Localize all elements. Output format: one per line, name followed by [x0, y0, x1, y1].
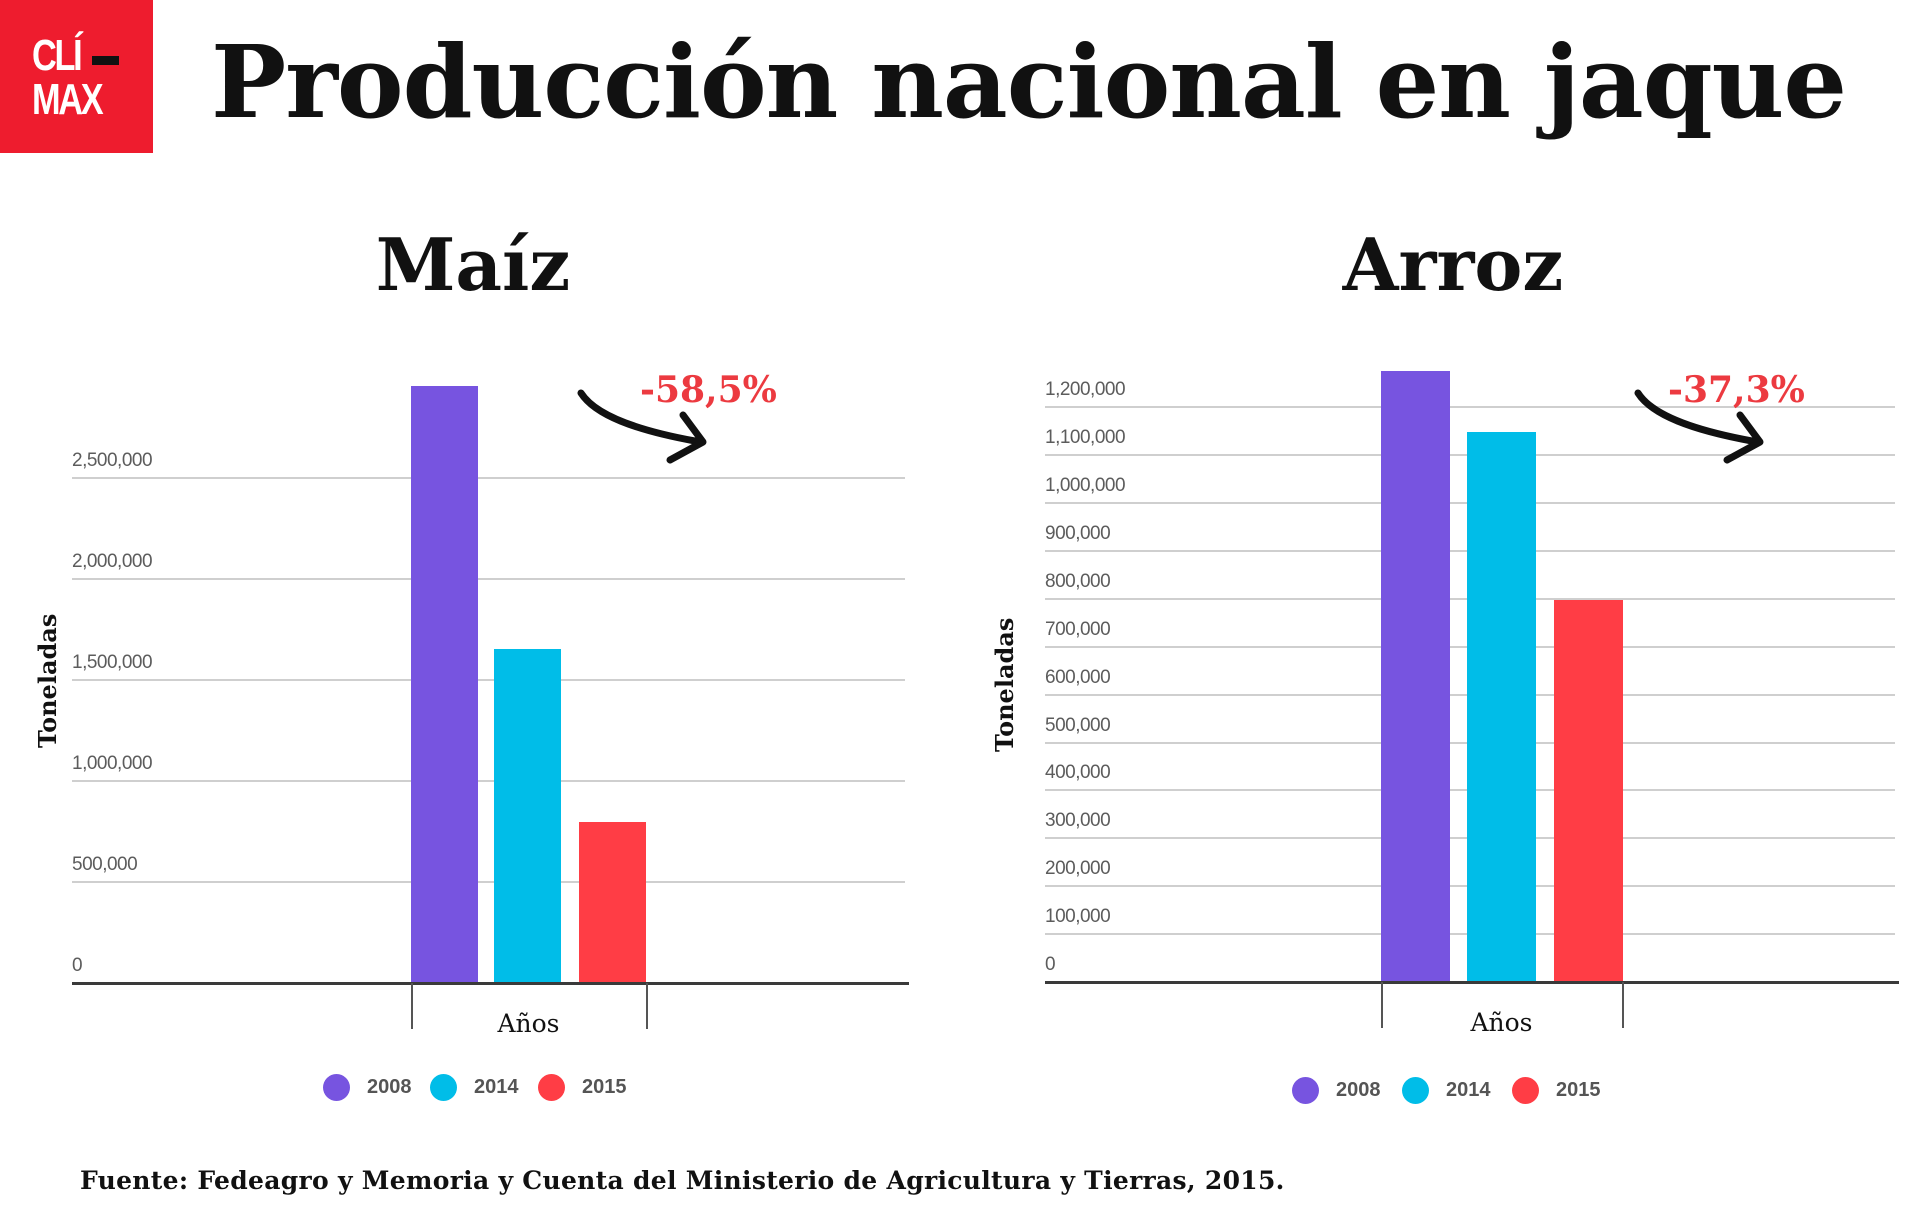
- y-tick-label: 200,000: [1045, 858, 1111, 880]
- bar-2014: [494, 648, 561, 983]
- arroz-down-arrow-icon: [1634, 389, 1764, 464]
- x-axis-line: [1045, 981, 1899, 984]
- x-axis-tick: [411, 983, 413, 1029]
- x-axis-tick: [1622, 982, 1624, 1028]
- legend-label-2015: 2015: [582, 1076, 627, 1098]
- legend-dot-2008: [323, 1074, 350, 1101]
- maiz-down-arrow-icon: [577, 389, 707, 464]
- arroz-change-annotation: -37,3%: [1668, 369, 1805, 411]
- x-axis-tick: [1381, 982, 1383, 1028]
- x-axis-line: [72, 982, 909, 985]
- gridline: [72, 679, 905, 681]
- x-axis-tick: [646, 983, 648, 1029]
- y-axis-label: Toneladas: [990, 617, 1019, 752]
- legend-label-2015: 2015: [1556, 1079, 1601, 1101]
- legend-label-2008: 2008: [1336, 1079, 1381, 1101]
- gridline: [72, 780, 905, 782]
- logo-line-1: CLÍ: [32, 31, 83, 80]
- gridline: [1045, 406, 1895, 409]
- gridline: [72, 477, 905, 479]
- chart-title-arroz: Arroz: [1342, 222, 1564, 307]
- gridline: [72, 881, 905, 883]
- x-axis-label: Años: [497, 1009, 560, 1038]
- y-tick-label: 500,000: [1045, 714, 1111, 736]
- y-tick-label: 500,000: [72, 854, 138, 875]
- y-tick-label: 1,000,000: [1045, 475, 1126, 496]
- y-tick-label: 2,500,000: [72, 450, 153, 471]
- legend-dot-2014: [430, 1074, 457, 1101]
- page-title: Producción nacional en jaque: [211, 23, 1847, 141]
- y-tick-label: 0: [1045, 954, 1056, 975]
- bar-2014: [1467, 432, 1536, 982]
- legend-label-2008: 2008: [367, 1076, 412, 1098]
- y-tick-label: 100,000: [1045, 906, 1111, 928]
- y-tick-label: 400,000: [1045, 762, 1111, 784]
- bar-2008: [1381, 371, 1450, 982]
- y-tick-label: 700,000: [1045, 618, 1111, 640]
- y-tick-label: 1,000,000: [72, 753, 153, 774]
- y-tick-label: 2,000,000: [72, 551, 153, 572]
- legend-label-2014: 2014: [474, 1076, 519, 1098]
- legend-dot-2015: [538, 1074, 565, 1101]
- y-tick-label: 1,200,000: [1045, 379, 1126, 401]
- y-tick-label: 600,000: [1045, 666, 1111, 688]
- gridline: [72, 578, 905, 580]
- y-tick-label: 300,000: [1045, 810, 1111, 832]
- y-tick-label: 1,100,000: [1045, 427, 1126, 449]
- legend-dot-2008: [1292, 1077, 1319, 1104]
- maiz-change-annotation: -58,5%: [640, 369, 777, 411]
- logo-line-2: MAX: [32, 75, 104, 124]
- y-tick-label: 1,500,000: [72, 652, 153, 673]
- bar-2015: [1554, 599, 1623, 982]
- logo-dash: [92, 56, 119, 65]
- bar-2008: [411, 386, 478, 983]
- y-tick-label: 0: [72, 955, 83, 976]
- bar-2015: [579, 822, 646, 983]
- legend-dot-2015: [1512, 1077, 1539, 1104]
- chart-title-maiz: Maíz: [375, 222, 571, 307]
- legend-label-2014: 2014: [1446, 1079, 1491, 1101]
- climax-logo: CLÍ MAX: [0, 0, 153, 153]
- y-tick-label: 900,000: [1045, 522, 1111, 544]
- legend-dot-2014: [1402, 1077, 1429, 1104]
- y-tick-label: 800,000: [1045, 570, 1111, 592]
- x-axis-label: Años: [1470, 1008, 1533, 1037]
- source-footnote: Fuente: Fedeagro y Memoria y Cuenta del …: [80, 1166, 1285, 1195]
